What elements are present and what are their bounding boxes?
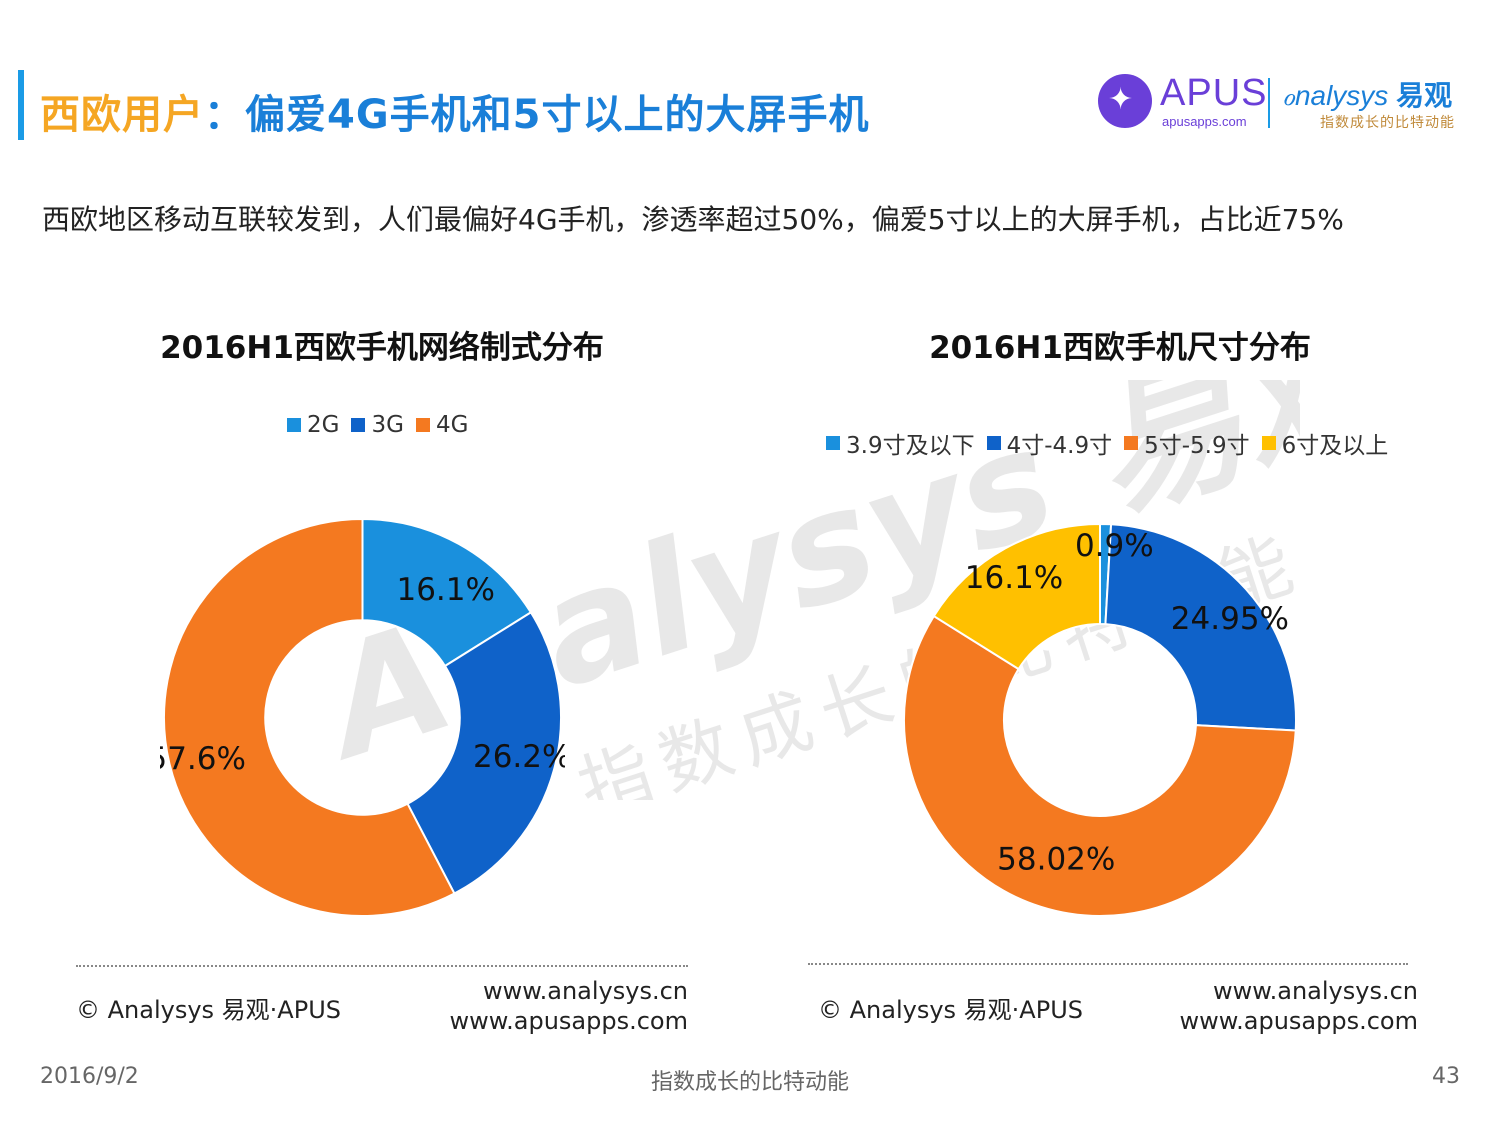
donut-slice-6寸及以上 <box>932 522 1101 671</box>
legend-label: 3G <box>371 412 404 438</box>
legend-item: 3G <box>351 412 404 438</box>
analysys-slogan: 指数成长的比特动能 <box>1320 115 1455 131</box>
legend-swatch <box>986 436 1001 450</box>
legend-item: 3.9寸及以下 <box>826 426 975 460</box>
legend-item: 4G <box>415 412 469 438</box>
apus-logo-icon: ✦ <box>1098 74 1152 128</box>
legend-item: 6寸及以上 <box>1261 426 1389 460</box>
legend-label: 3.9寸及以下 <box>846 433 975 459</box>
legend-size: 3.9寸及以下 4寸-4.9寸 5寸-5.9寸 6寸及以上 <box>826 426 1388 460</box>
page-number: 43 <box>1432 1064 1460 1089</box>
data-label: 58.02% <box>997 841 1115 877</box>
donut-slice-4寸-4.9寸 <box>1104 523 1297 732</box>
legend-swatch <box>1124 436 1139 450</box>
legend-label: 4寸-4.9寸 <box>1006 433 1113 459</box>
source-divider-right <box>808 963 1408 965</box>
chart-title-network: 2016H1西欧手机网络制式分布 <box>160 330 604 366</box>
summary-text: 西欧地区移动互联较发到，人们最偏好4G手机，渗透率超过50%，偏爱5寸以上的大屏… <box>42 203 1344 236</box>
legend-label: 2G <box>307 412 340 438</box>
source-url-analysys-left[interactable]: www.analysys.cn <box>482 977 688 1005</box>
legend-item: 5寸-5.9寸 <box>1124 426 1250 460</box>
source-urls-right: www.analysys.cn www.apusapps.com <box>1179 976 1418 1036</box>
apus-logo-url: apusapps.com <box>1162 114 1247 129</box>
donut-chart-network: 16.1% 26.2% 57.6% <box>160 517 565 917</box>
data-label: 16.1% <box>396 572 494 608</box>
footer-slogan: 指数成长的比特动能 <box>650 1070 849 1095</box>
legend-label: 5寸-5.9寸 <box>1144 433 1250 459</box>
legend-swatch <box>351 418 366 432</box>
legend-label: 4G <box>435 412 469 438</box>
source-url-apus-left[interactable]: www.apusapps.com <box>449 1007 688 1035</box>
page-title-highlight: 西欧用户 <box>40 92 204 138</box>
donut-slice-3G <box>406 610 562 895</box>
legend-label: 6寸及以上 <box>1281 433 1389 459</box>
data-label: 26.2% <box>473 739 565 775</box>
legend-item: 4寸-4.9寸 <box>986 426 1113 460</box>
legend-swatch <box>415 418 430 432</box>
source-copyright-right: © Analysys 易观·APUS <box>818 996 1083 1024</box>
legend-item: 2G <box>287 412 339 438</box>
data-label: 0.9% <box>1075 528 1154 564</box>
logo-divider <box>1268 78 1270 128</box>
analysys-logo: ℴnalysys 易观 <box>1282 74 1452 114</box>
source-copyright-left: © Analysys 易观·APUS <box>76 996 341 1024</box>
donut-slice-2G <box>361 517 533 668</box>
chart-title-size: 2016H1西欧手机尺寸分布 <box>929 330 1311 366</box>
title-accent-bar <box>18 70 24 140</box>
donut-slice-5寸-5.9寸 <box>903 614 1297 917</box>
legend-swatch <box>287 418 301 432</box>
source-urls-left: www.analysys.cn www.apusapps.com <box>449 976 688 1036</box>
donut-slice-4G <box>163 517 456 917</box>
footer-date: 2016/9/2 <box>40 1064 139 1089</box>
analysys-logo-text: nalysys <box>1294 80 1389 111</box>
legend-swatch <box>1261 436 1276 450</box>
data-label: 24.95% <box>1171 601 1289 637</box>
logo-area: ✦ APUS apusapps.com ℴnalysys 易观 指数成长的比特动… <box>1098 70 1478 134</box>
source-divider-left <box>76 965 688 967</box>
apus-logo-text: APUS <box>1160 72 1268 114</box>
donut-chart-size: 0.9% 24.95% 58.02% 16.1% <box>903 522 1297 917</box>
data-label: 57.6% <box>160 741 246 777</box>
source-url-analysys-right[interactable]: www.analysys.cn <box>1212 977 1418 1005</box>
analysys-logo-cn: 易观 <box>1396 80 1453 111</box>
data-label: 16.1% <box>965 560 1063 596</box>
page-title: 西欧用户：偏爱4G手机和5寸以上的大屏手机 <box>40 82 870 140</box>
legend-swatch <box>826 436 840 450</box>
analysys-logo-mark-icon: ℴ <box>1282 80 1295 111</box>
legend-network: 2G 3G 4G <box>287 412 468 438</box>
source-url-apus-right[interactable]: www.apusapps.com <box>1179 1007 1418 1035</box>
page-title-rest: ：偏爱4G手机和5寸以上的大屏手机 <box>204 92 870 138</box>
